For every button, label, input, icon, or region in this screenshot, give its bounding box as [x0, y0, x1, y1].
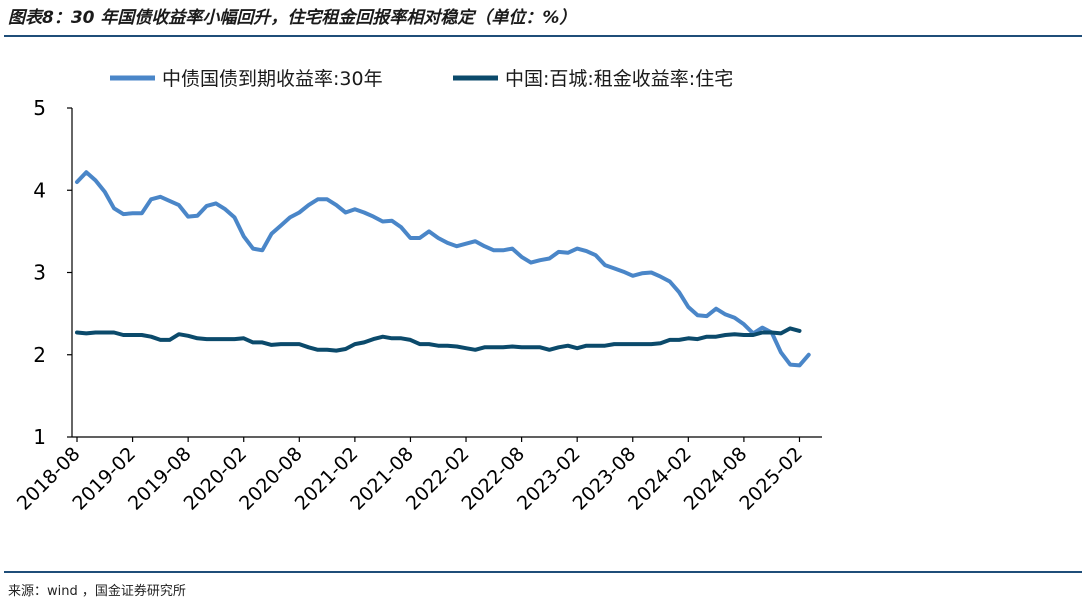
chart-title: 图表8：30 年国债收益率小幅回升，住宅租金回报率相对稳定（单位：%） [8, 8, 577, 28]
y-tick-label: 5 [33, 96, 46, 120]
y-tick-label: 1 [33, 425, 46, 449]
series-line-1 [75, 170, 811, 368]
series-lines [75, 170, 811, 368]
legend: 中债国债到期收益率:30年 中国:百城:租金收益率:住宅 [110, 68, 733, 90]
y-tick-label: 3 [33, 261, 46, 285]
y-tick-label: 4 [33, 178, 46, 202]
axes: 123452018-082019-022019-082020-022020-08… [13, 96, 822, 515]
top-rule [4, 35, 1082, 37]
legend-label-series1: 中债国债到期收益率:30年 [162, 68, 383, 90]
y-tick-label: 2 [33, 343, 46, 367]
legend-label-series2: 中国:百城:租金收益率:住宅 [505, 68, 733, 90]
line-chart: 中债国债到期收益率:30年 中国:百城:租金收益率:住宅 123452018-0… [13, 68, 822, 515]
bottom-rule [4, 571, 1082, 573]
series-line-2 [75, 326, 802, 353]
source-note: 来源：wind ，国金证券研究所 [8, 584, 186, 599]
